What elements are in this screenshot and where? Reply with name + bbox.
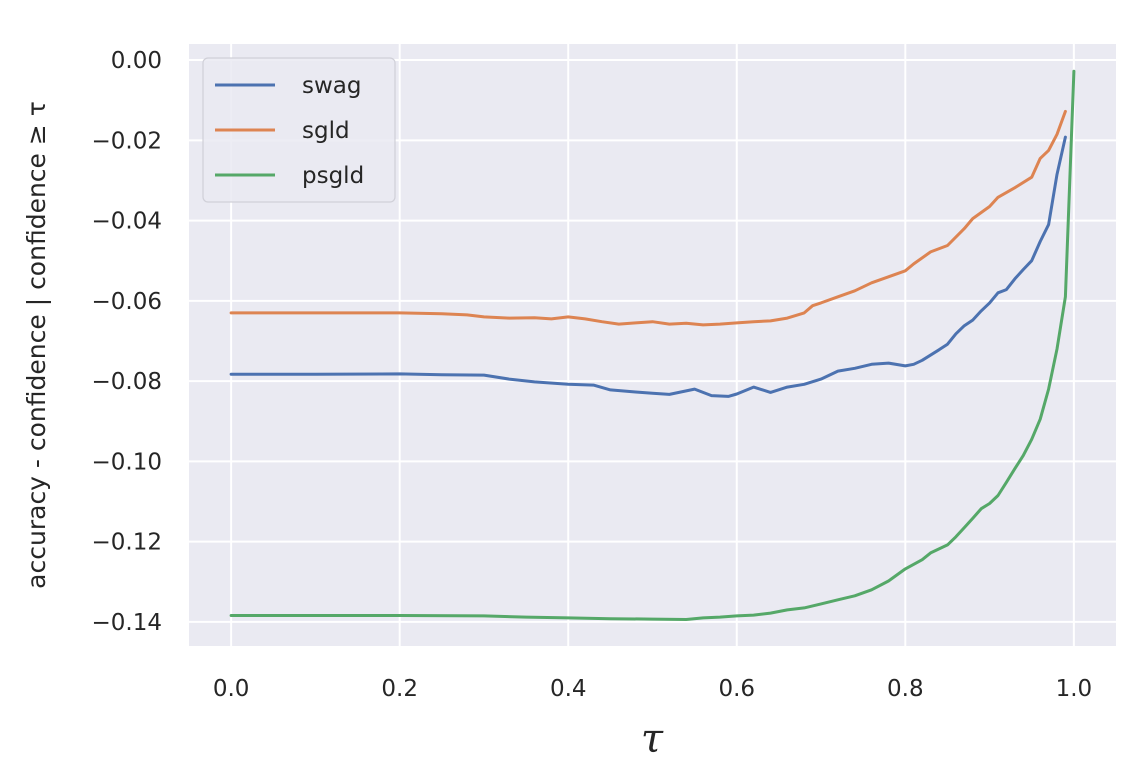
y-tick-label: −0.06 [92,289,162,315]
x-axis-ticks: 0.0 0.2 0.4 0.6 0.8 1.0 [213,676,1092,702]
y-tick-label: −0.02 [92,128,162,154]
series-line-psgld [229,69,1076,621]
x-tick-label: 0.8 [887,676,924,702]
y-tick-label: −0.10 [92,449,162,475]
legend-label-sgld: sgld [302,118,350,144]
series-layer [229,69,1076,621]
legend-label-swag: swag [302,73,362,99]
legend-box [202,57,396,203]
y-axis-label: accuracy - confidence | confidence ≥ τ [22,101,51,589]
series-line-swag [229,135,1067,398]
x-tick-label: 0.2 [381,676,418,702]
series-line-sgld [229,109,1067,327]
x-tick-label: 0.6 [718,676,755,702]
y-tick-label: −0.08 [92,369,162,395]
y-tick-label: 0.00 [111,48,162,74]
x-axis-label: τ [641,716,664,762]
y-tick-label: −0.14 [92,610,162,636]
x-tick-label: 0.4 [550,676,587,702]
legend-label-psgld: psgld [302,163,364,189]
y-tick-label: −0.12 [92,530,162,556]
legend: swag sgld psgld [202,57,396,203]
x-tick-label: 0.0 [213,676,250,702]
y-tick-label: −0.04 [92,209,162,235]
y-axis-ticks: 0.00 −0.02 −0.04 −0.06 −0.08 −0.10 −0.12 −0.14 [92,48,162,636]
x-tick-label: 1.0 [1056,676,1093,702]
